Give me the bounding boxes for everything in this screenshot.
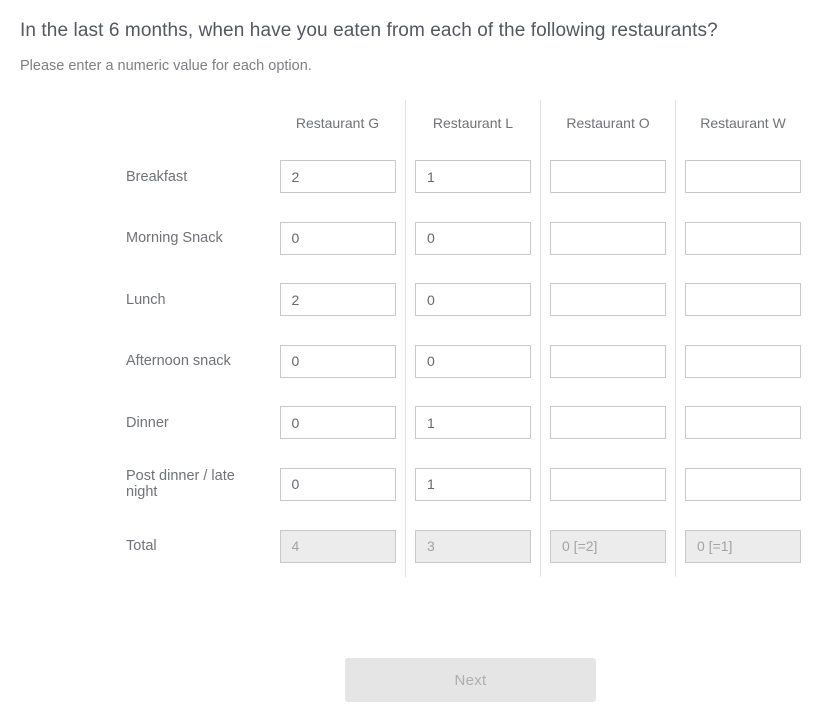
value-input[interactable] (279, 160, 396, 194)
value-input[interactable] (415, 406, 531, 440)
row-label: Post dinner / late night (126, 468, 235, 501)
column-header-spacer (126, 100, 270, 146)
table-cell (405, 392, 540, 454)
row-label: Afternoon snack (126, 353, 231, 370)
table-cell (540, 330, 675, 392)
value-input[interactable] (279, 406, 396, 440)
table-cell (405, 453, 540, 515)
column-header: Restaurant W (675, 100, 810, 146)
next-button[interactable]: Next (345, 658, 596, 702)
table-cell (270, 208, 405, 270)
value-input[interactable] (550, 160, 666, 194)
table-cell (405, 146, 540, 208)
table-cell (540, 453, 675, 515)
table-cell (270, 392, 405, 454)
table-cell (540, 392, 675, 454)
value-input[interactable] (550, 221, 666, 255)
total-value-input (415, 529, 531, 563)
table-cell (675, 330, 810, 392)
value-input[interactable] (415, 283, 531, 317)
table-cell (540, 269, 675, 331)
value-input[interactable] (415, 467, 531, 501)
value-input[interactable] (685, 344, 801, 378)
total-value-input (550, 529, 666, 563)
row-label: Dinner (126, 414, 169, 431)
value-input[interactable] (550, 467, 666, 501)
value-input[interactable] (550, 344, 666, 378)
table-cell (270, 269, 405, 331)
table-cell (675, 269, 810, 331)
table-cell (270, 146, 405, 208)
table-cell (405, 269, 540, 331)
row-label: Breakfast (126, 168, 188, 185)
value-input[interactable] (685, 221, 801, 255)
table-cell (675, 453, 810, 515)
table-cell (675, 207, 810, 269)
value-input[interactable] (415, 160, 531, 194)
table-cell (540, 515, 675, 577)
value-input[interactable] (685, 283, 801, 317)
table-cell (270, 454, 405, 516)
column-header: Restaurant G (295, 115, 380, 131)
total-value-input (279, 529, 396, 563)
value-input[interactable] (685, 406, 801, 440)
value-input[interactable] (279, 467, 396, 501)
column-header: Restaurant O (540, 100, 675, 146)
table-cell (675, 392, 810, 454)
question-instruction: Please enter a numeric value for each op… (20, 58, 312, 74)
response-grid: Restaurant G Restaurant L Restaurant O Rest… (126, 100, 810, 577)
question-title: In the last 6 months, when have you eate… (20, 20, 718, 41)
value-input[interactable] (279, 344, 396, 378)
value-input[interactable] (550, 406, 666, 440)
table-cell (270, 515, 405, 577)
value-input[interactable] (279, 221, 396, 255)
value-input[interactable] (685, 467, 801, 501)
table-cell (540, 146, 675, 208)
table-cell (675, 146, 810, 208)
table-cell (405, 515, 540, 577)
value-input[interactable] (279, 283, 396, 317)
total-row-label: Total (126, 538, 157, 554)
row-label: Lunch (126, 291, 166, 308)
table-cell (270, 331, 405, 393)
table-cell (405, 330, 540, 392)
table-cell (540, 207, 675, 269)
table-cell (405, 207, 540, 269)
total-value-input (685, 529, 801, 563)
column-header: Restaurant L (405, 100, 540, 146)
value-input[interactable] (415, 221, 531, 255)
value-input[interactable] (415, 344, 531, 378)
value-input[interactable] (685, 160, 801, 194)
value-input[interactable] (550, 283, 666, 317)
row-label: Morning Snack (126, 230, 223, 247)
table-cell (675, 515, 810, 577)
